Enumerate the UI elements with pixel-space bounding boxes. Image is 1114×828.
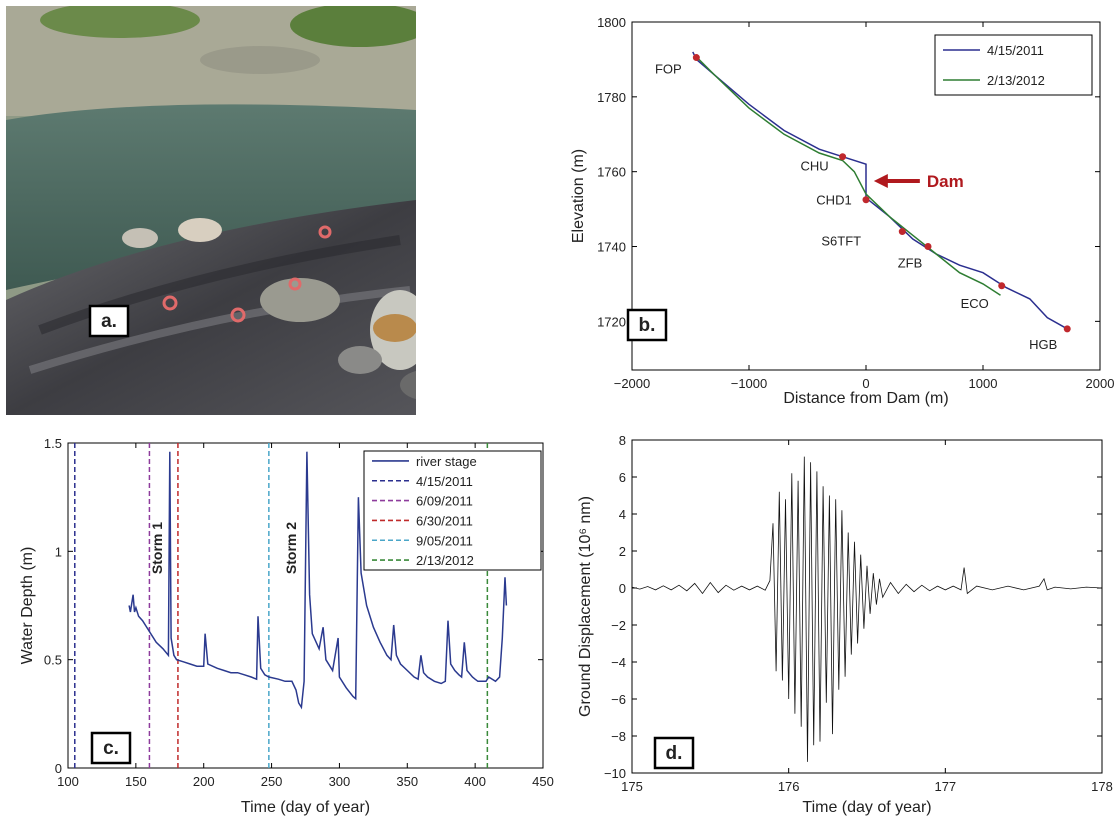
- annotation: Dam: [927, 172, 964, 191]
- station-point: [692, 54, 700, 62]
- y-tick-label: 8: [619, 433, 626, 448]
- station-point: [862, 196, 870, 204]
- legend-label: river stage: [416, 454, 477, 469]
- x-tick-label: 177: [934, 779, 956, 794]
- y-tick-label: −10: [604, 766, 626, 781]
- x-tick-label: 1000: [969, 376, 998, 391]
- y-tick-label: 6: [619, 470, 626, 485]
- y-tick-label: 1780: [597, 90, 626, 105]
- y-axis-label: Water Depth (m): [19, 547, 36, 665]
- station-label: ECO: [961, 296, 989, 311]
- x-tick-label: 100: [57, 774, 79, 789]
- station-point: [1063, 325, 1071, 333]
- station-label: ZFB: [898, 256, 923, 271]
- legend-label: 2/13/2012: [987, 73, 1045, 88]
- x-tick-label: 176: [778, 779, 800, 794]
- x-axis-label: Time (day of year): [241, 799, 370, 816]
- station-label: S6TFT: [821, 234, 861, 249]
- x-tick-label: 0: [862, 376, 869, 391]
- annotation: Storm 2: [283, 522, 299, 574]
- station-label: CHD1: [816, 193, 851, 208]
- series-line: [631, 456, 1103, 762]
- y-tick-label: 1.5: [44, 436, 62, 451]
- y-axis-label: Ground Displacement (10⁶ nm): [577, 496, 594, 717]
- legend-label: 4/15/2011: [416, 474, 473, 489]
- legend-label: 9/05/2011: [416, 533, 473, 548]
- x-axis-label: Distance from Dam (m): [783, 390, 948, 407]
- x-tick-label: 200: [193, 774, 215, 789]
- annotation-arrowhead: [873, 174, 888, 189]
- series-line: [692, 51, 1068, 330]
- y-tick-label: 2: [619, 544, 626, 559]
- x-tick-label: 300: [329, 774, 351, 789]
- y-tick-label: 0: [55, 761, 62, 776]
- y-tick-label: 4: [619, 507, 626, 522]
- y-tick-label: 0.5: [44, 653, 62, 668]
- legend-label: 6/09/2011: [416, 494, 473, 509]
- photo: [6, 6, 416, 415]
- legend-box: [363, 450, 542, 571]
- legend-label: 2/13/2012: [416, 553, 474, 568]
- panel-label: b.: [639, 315, 656, 336]
- station-point: [839, 153, 847, 161]
- series-line: [694, 55, 1001, 296]
- x-tick-label: 2000: [1086, 376, 1114, 391]
- panel-label: d.: [666, 743, 683, 764]
- legend-label: 4/15/2011: [987, 43, 1044, 58]
- y-tick-label: 1: [55, 544, 62, 559]
- panel-label-box: [88, 304, 130, 338]
- y-tick-label: −6: [611, 692, 626, 707]
- y-tick-label: 1720: [597, 314, 626, 329]
- x-tick-label: 150: [125, 774, 147, 789]
- station-point: [998, 282, 1006, 290]
- y-tick-label: −2: [611, 618, 626, 633]
- panel-label-box: [653, 736, 695, 770]
- panel-label-box: [626, 308, 668, 342]
- y-tick-label: 1800: [597, 15, 626, 30]
- station-point: [924, 243, 932, 251]
- station-point: [898, 228, 906, 236]
- y-tick-label: 1740: [597, 240, 626, 255]
- y-tick-label: 1760: [597, 165, 626, 180]
- x-tick-label: 350: [396, 774, 418, 789]
- x-tick-label: 178: [1091, 779, 1113, 794]
- x-tick-label: 450: [532, 774, 554, 789]
- station-label: CHU: [801, 159, 829, 174]
- panel-label: a.: [101, 311, 117, 332]
- x-tick-label: 250: [261, 774, 283, 789]
- series-line: [128, 451, 508, 710]
- x-axis-label: Time (day of year): [802, 799, 931, 816]
- legend-box: [934, 34, 1093, 96]
- x-tick-label: 175: [621, 779, 643, 794]
- plot-area: [631, 439, 1103, 774]
- x-tick-label: 400: [464, 774, 486, 789]
- y-tick-label: −4: [611, 655, 626, 670]
- y-axis-label: Elevation (m): [570, 149, 587, 243]
- x-tick-label: −1000: [731, 376, 768, 391]
- legend-label: 6/30/2011: [416, 513, 473, 528]
- panel-label: c.: [103, 738, 119, 759]
- x-tick-label: −2000: [614, 376, 651, 391]
- station-label: HGB: [1029, 337, 1057, 352]
- panel-label-box: [90, 731, 132, 765]
- y-tick-label: −8: [611, 729, 626, 744]
- annotation: Storm 1: [149, 522, 165, 574]
- station-label: FOP: [655, 62, 682, 77]
- y-tick-label: 0: [619, 581, 626, 596]
